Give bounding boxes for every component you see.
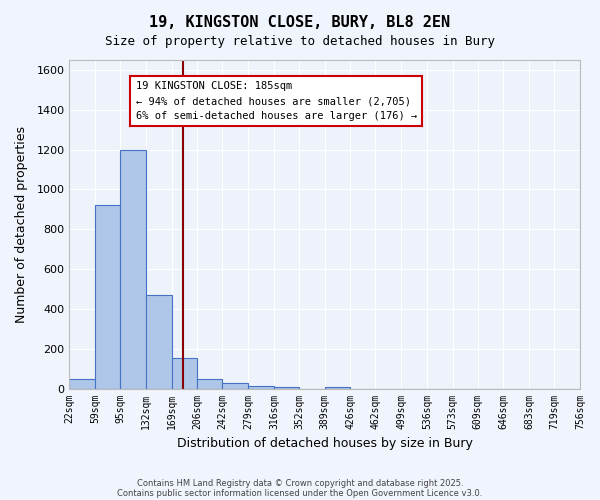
X-axis label: Distribution of detached houses by size in Bury: Distribution of detached houses by size …: [177, 437, 473, 450]
Bar: [95, 206, 120, 388]
Text: Contains HM Land Registry data © Crown copyright and database right 2025.: Contains HM Land Registry data © Crown c…: [137, 478, 463, 488]
Bar: [223, 382, 248, 388]
Y-axis label: Number of detached properties: Number of detached properties: [15, 126, 28, 323]
Bar: [172, 358, 197, 388]
Text: 19 KINGSTON CLOSE: 185sqm
← 94% of detached houses are smaller (2,705)
6% of sem: 19 KINGSTON CLOSE: 185sqm ← 94% of detac…: [136, 82, 417, 121]
Text: Contains public sector information licensed under the Open Government Licence v3: Contains public sector information licen…: [118, 488, 482, 498]
Text: Size of property relative to detached houses in Bury: Size of property relative to detached ho…: [105, 35, 495, 48]
Bar: [325, 386, 350, 388]
Text: 19, KINGSTON CLOSE, BURY, BL8 2EN: 19, KINGSTON CLOSE, BURY, BL8 2EN: [149, 15, 451, 30]
Bar: [248, 386, 274, 388]
Bar: [274, 386, 299, 388]
Bar: [146, 295, 172, 388]
Bar: [197, 378, 223, 388]
Bar: [120, 150, 146, 388]
Bar: [70, 378, 95, 388]
